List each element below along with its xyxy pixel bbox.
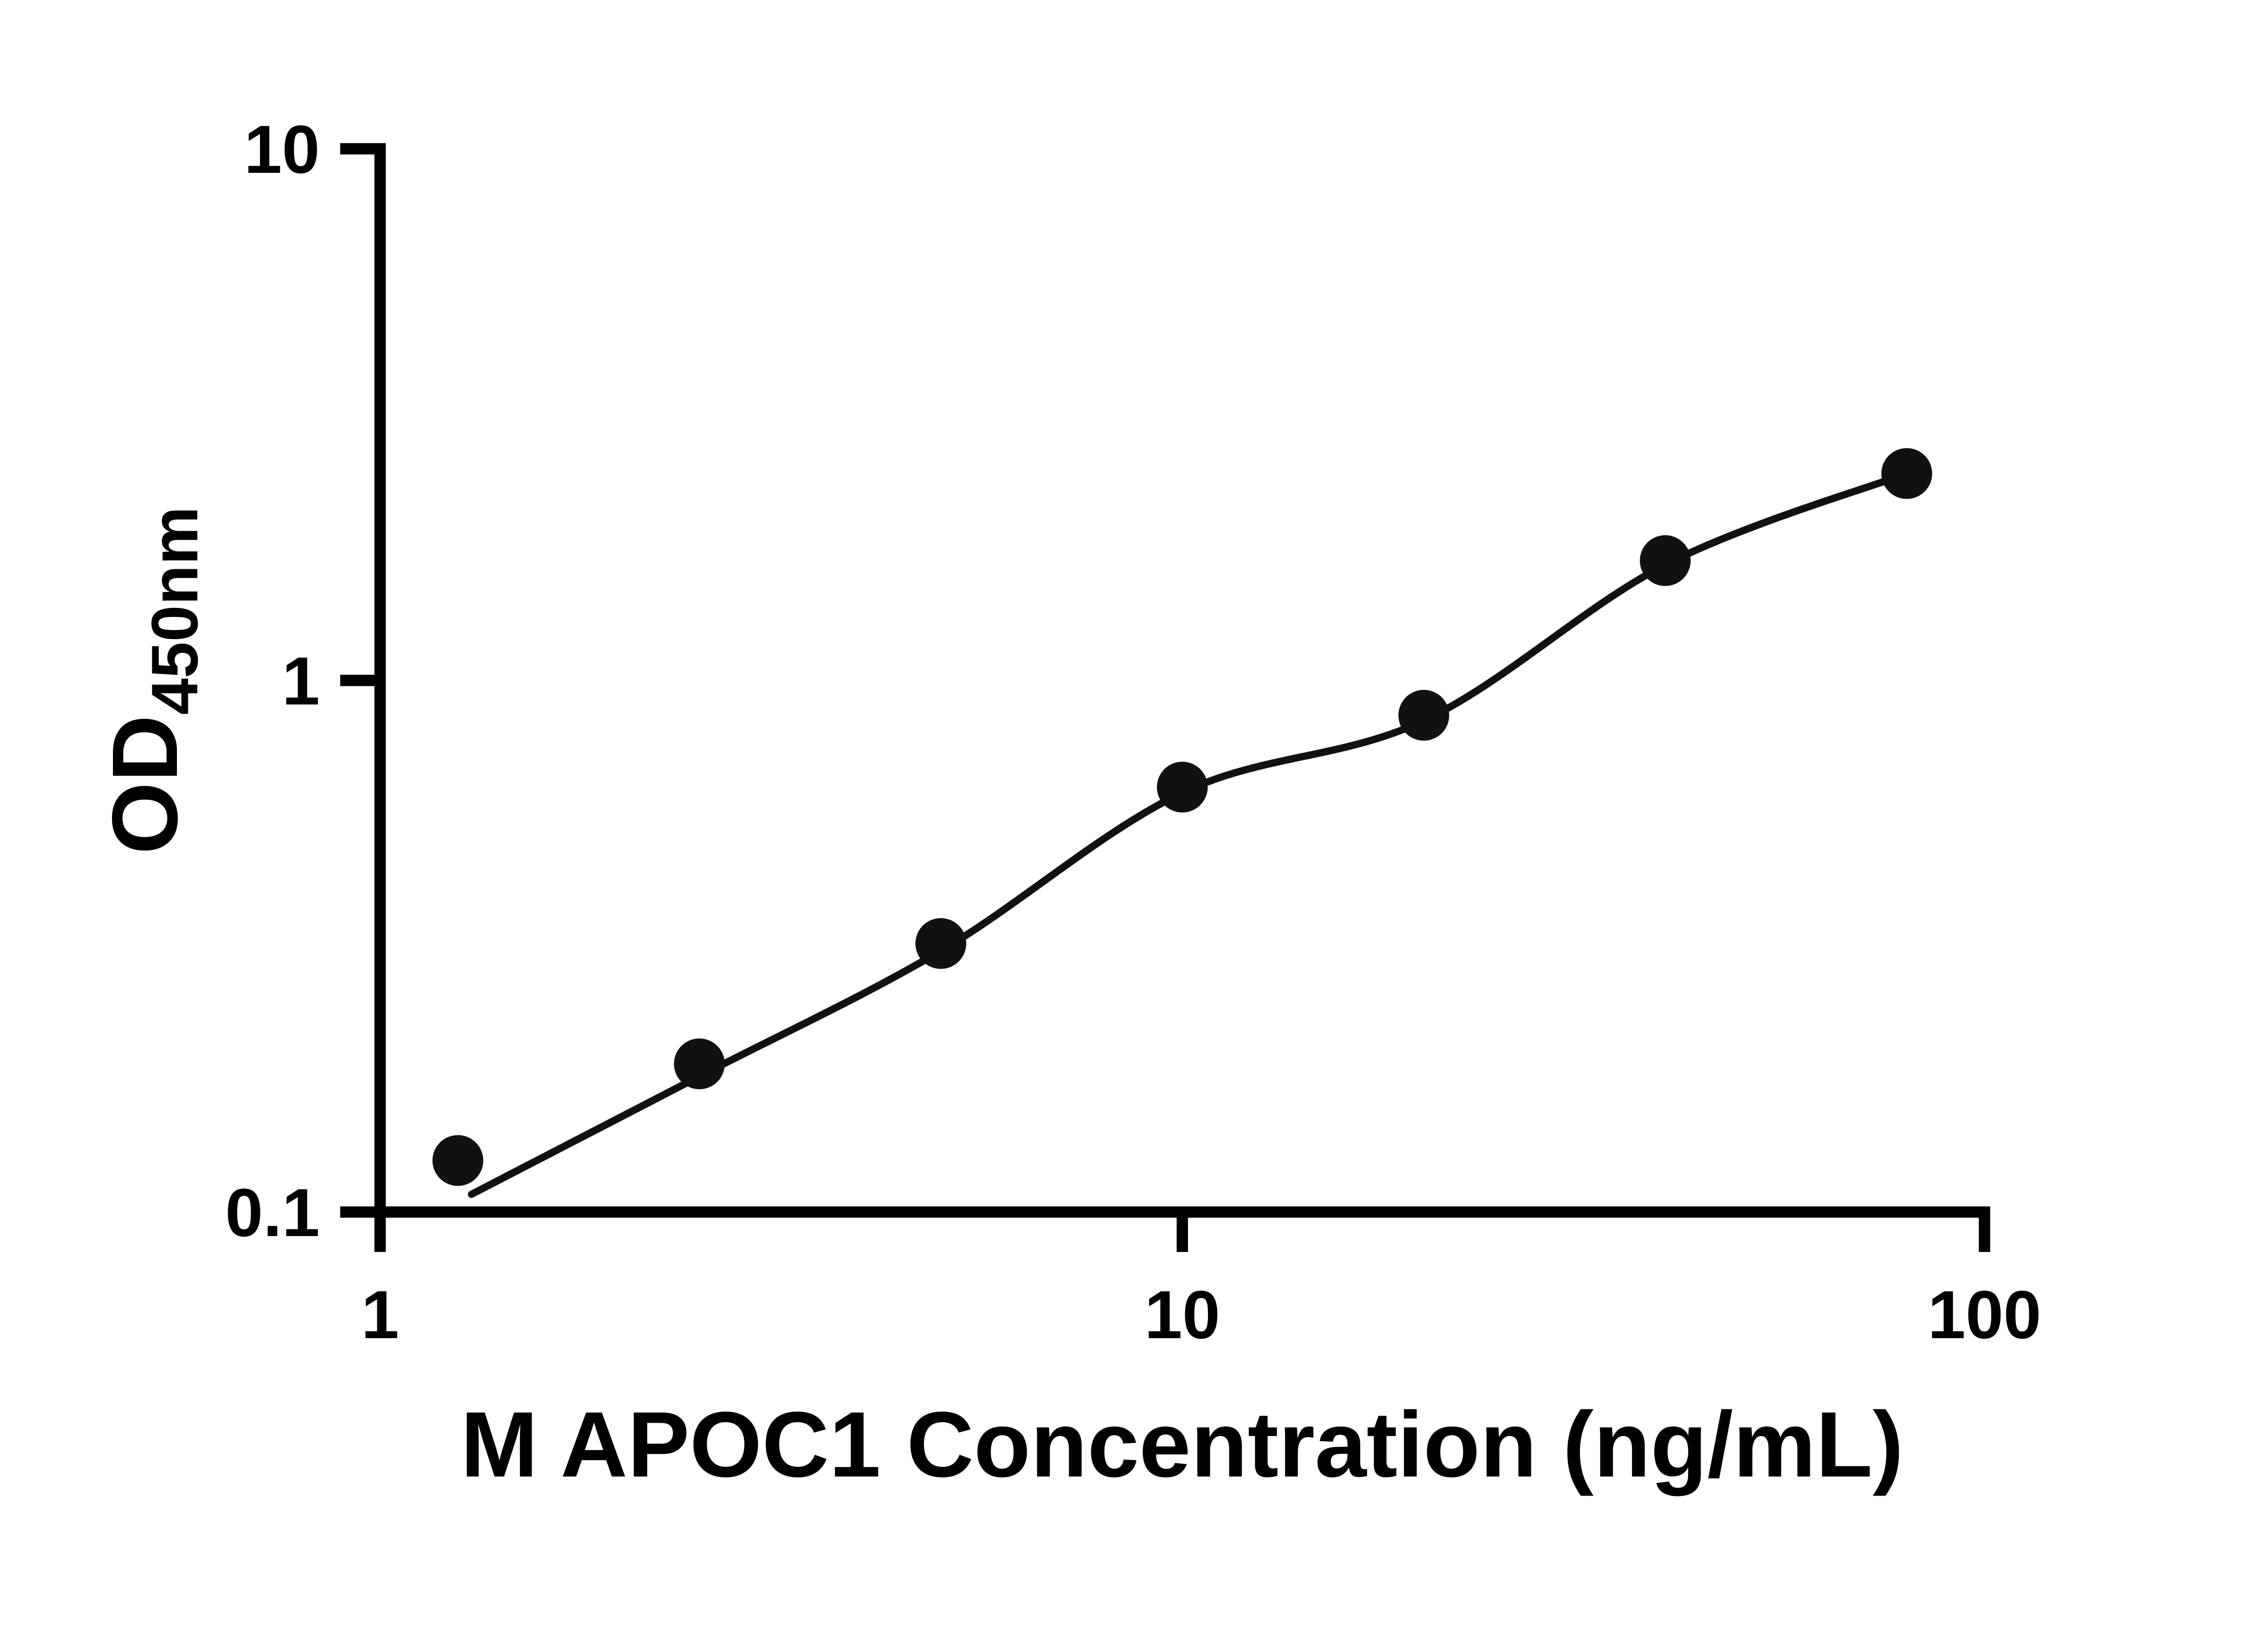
- y-axis-title: OD450nm: [93, 507, 211, 855]
- y-tick-label: 1: [282, 643, 320, 719]
- data-point: [1398, 689, 1449, 741]
- data-point: [1881, 448, 1932, 499]
- y-tick-label: 0.1: [225, 1174, 320, 1251]
- y-axis-title-main: OD: [93, 715, 197, 855]
- data-point: [915, 918, 967, 969]
- x-tick-label: 100: [1928, 1276, 2041, 1353]
- y-tick-label: 10: [244, 111, 320, 187]
- y-axis-title-text: OD450nm: [93, 507, 211, 855]
- data-point: [1640, 535, 1691, 586]
- y-axis-title-sub: 450nm: [138, 507, 211, 715]
- data-point: [674, 1038, 725, 1090]
- x-tick-label: 1: [361, 1276, 399, 1353]
- x-tick-label: 10: [1144, 1276, 1220, 1353]
- data-point: [1157, 762, 1208, 813]
- plot-area: 1 10 100 0.1 1 10: [225, 111, 2041, 1353]
- fit-curve: [468, 469, 1911, 1198]
- data-point: [432, 1135, 484, 1186]
- x-axis-title: M APOC1 Concentration (ng/mL): [460, 1393, 1903, 1496]
